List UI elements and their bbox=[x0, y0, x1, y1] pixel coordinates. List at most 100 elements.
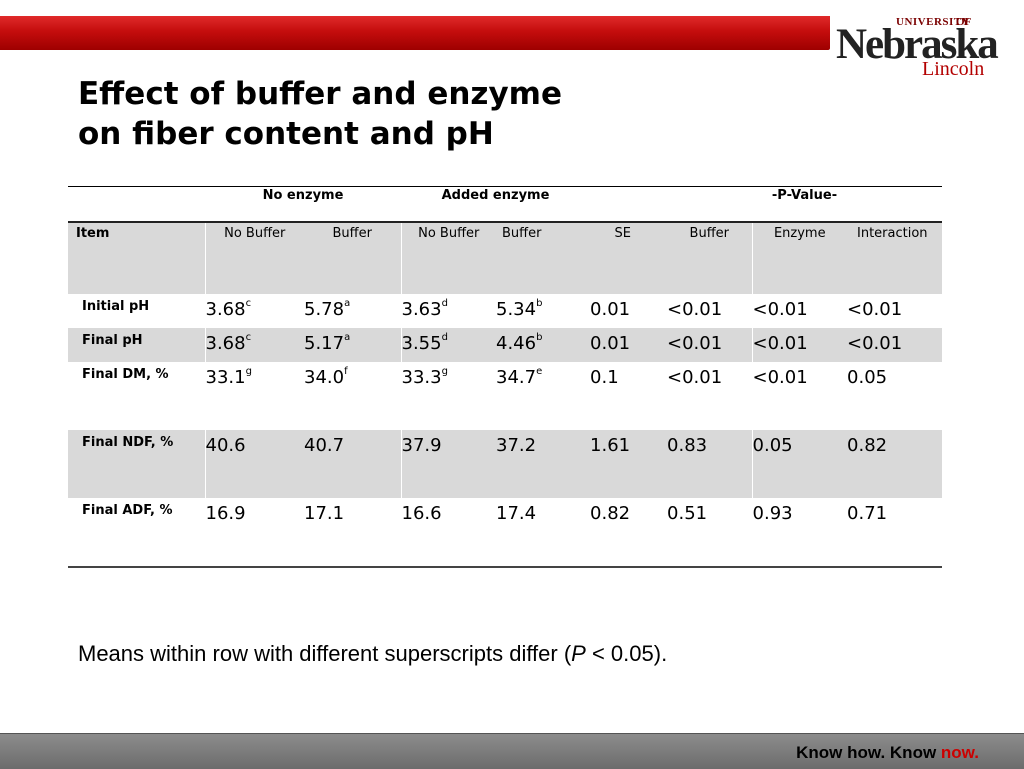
cell-value: 0.01 bbox=[590, 299, 631, 320]
table-cell: 40.6 bbox=[204, 430, 304, 498]
table-cell: 3.55d bbox=[400, 328, 496, 362]
cell-value: <0.01 bbox=[847, 333, 903, 354]
cell-value: 33.1 bbox=[205, 367, 246, 388]
table-cell: 16.6 bbox=[400, 498, 496, 568]
table-cell: <0.01 bbox=[847, 328, 943, 362]
top-red-bar bbox=[0, 16, 830, 50]
cell-value: 0.83 bbox=[667, 435, 708, 456]
table-row: Final DM, % 33.1g 34.0f 33.3g 34.7e 0.1 <0.01 <… bbox=[68, 362, 942, 430]
university-logo: UNIVERSITY OF Nebraska Lincoln bbox=[836, 14, 999, 80]
group-header-added-enzyme: Added enzyme bbox=[401, 186, 591, 223]
cell-value: 16.6 bbox=[401, 503, 442, 524]
cell-value: 3.63 bbox=[401, 299, 442, 320]
cell-superscript: g bbox=[441, 366, 448, 377]
table-cell: 0.1 bbox=[590, 362, 667, 430]
group-header-no-enzyme: No enzyme bbox=[205, 186, 401, 223]
column-header-item: Item bbox=[68, 222, 205, 294]
table-cell: 0.01 bbox=[590, 294, 667, 328]
table-cell: 1.61 bbox=[590, 430, 668, 498]
cell-value: 33.3 bbox=[401, 367, 442, 388]
table-row: Final NDF, % 40.6 40.7 37.9 37.2 1.61 0.83 0.05… bbox=[68, 430, 943, 498]
table-cell: 16.9 bbox=[204, 498, 304, 568]
cell-value: <0.01 bbox=[667, 367, 723, 388]
row-label: Initial pH bbox=[82, 299, 150, 314]
cell-superscript: c bbox=[245, 332, 252, 343]
cell-value: 4.46 bbox=[496, 333, 537, 354]
cell-superscript: a bbox=[344, 298, 351, 309]
cell-value: 0.82 bbox=[590, 503, 631, 524]
cell-superscript: b bbox=[536, 332, 543, 343]
logo-name-text: Nebraska bbox=[836, 21, 999, 68]
cell-value: 40.6 bbox=[205, 435, 246, 456]
table-row: Final ADF, % 16.9 17.1 16.6 17.4 0.82 0.51 0.93… bbox=[68, 498, 943, 568]
row-label: Final NDF, % bbox=[68, 430, 205, 498]
cell-value: 37.2 bbox=[496, 435, 537, 456]
table-cell: 0.01 bbox=[590, 328, 668, 362]
cell-value: 0.1 bbox=[590, 367, 619, 388]
row-label: Final ADF, % bbox=[68, 498, 205, 568]
table-cell: 37.9 bbox=[400, 430, 496, 498]
row-label: Final DM, % bbox=[82, 367, 169, 382]
logo-of-text: OF bbox=[956, 16, 972, 28]
column-header-no-buffer: No Buffer bbox=[204, 222, 304, 294]
table-cell: <0.01 bbox=[667, 294, 752, 328]
cell-superscript: c bbox=[245, 298, 252, 309]
cell-value: 16.9 bbox=[205, 503, 246, 524]
table-cell: 34.0f bbox=[304, 362, 401, 430]
column-header-row: Item No Buffer Buffer No Buffer Buffer S… bbox=[68, 222, 943, 294]
cell-value: 0.51 bbox=[667, 503, 708, 524]
table-cell: 17.1 bbox=[304, 498, 401, 568]
table-cell: 0.71 bbox=[847, 498, 943, 568]
table-cell: 0.82 bbox=[590, 498, 668, 568]
cell-value: <0.01 bbox=[667, 333, 723, 354]
row-label: Final pH bbox=[68, 328, 205, 362]
column-header-p-buffer: Buffer bbox=[667, 222, 753, 294]
cell-value: 3.68 bbox=[205, 333, 246, 354]
footnote-text-after: < 0.05). bbox=[585, 641, 668, 666]
cell-value: <0.01 bbox=[847, 299, 903, 320]
table-cell: 3.63d bbox=[400, 294, 496, 328]
table-cell: 5.78a bbox=[304, 294, 401, 328]
results-table: No enzyme Added enzyme -P-Value- Item No… bbox=[68, 186, 943, 568]
column-header-p-interaction: Interaction bbox=[847, 222, 943, 294]
cell-superscript: d bbox=[441, 298, 448, 309]
cell-superscript: g bbox=[245, 366, 252, 377]
cell-value: 40.7 bbox=[304, 435, 345, 456]
table-cell: 33.3g bbox=[400, 362, 496, 430]
column-header-buffer: Buffer bbox=[304, 222, 401, 294]
cell-superscript: b bbox=[536, 298, 543, 309]
cell-superscript: a bbox=[344, 332, 351, 343]
table-cell: <0.01 bbox=[667, 328, 753, 362]
slide-title-line2: on fiber content and pH bbox=[78, 116, 494, 152]
cell-value: 0.93 bbox=[752, 503, 793, 524]
cell-value: 0.05 bbox=[752, 435, 793, 456]
cell-value: 17.4 bbox=[496, 503, 537, 524]
table-cell: 0.05 bbox=[751, 430, 848, 498]
cell-value: 1.61 bbox=[590, 435, 631, 456]
table-cell: <0.01 bbox=[751, 294, 848, 328]
table-cell: 0.83 bbox=[667, 430, 753, 498]
column-header-p-enzyme: Enzyme bbox=[751, 222, 848, 294]
footnote-text-before: Means within row with different superscr… bbox=[78, 641, 572, 666]
table-cell: 17.4 bbox=[496, 498, 591, 568]
table-cell: 40.7 bbox=[304, 430, 401, 498]
tagline-accent: now. bbox=[940, 743, 979, 762]
cell-value: 0.05 bbox=[847, 367, 888, 388]
table-cell: <0.01 bbox=[847, 294, 942, 328]
slide-title: Effect of buffer and enzyme on fiber con… bbox=[78, 74, 562, 154]
table-cell: 4.46b bbox=[496, 328, 591, 362]
table-row: Initial pH 3.68c 5.78a 3.63d 5.34b 0.01 <0.01 <… bbox=[68, 294, 942, 328]
column-header-se: SE bbox=[590, 222, 668, 294]
cell-superscript: d bbox=[441, 332, 448, 343]
table-cell: 3.68c bbox=[204, 294, 304, 328]
cell-value: <0.01 bbox=[752, 333, 808, 354]
logo-university-text: UNIVERSITY bbox=[896, 16, 971, 28]
table-row: Final pH 3.68c 5.17a 3.55d 4.46b 0.01 <0.01 <0.… bbox=[68, 328, 943, 362]
cell-superscript: e bbox=[536, 366, 543, 377]
cell-value: 5.78 bbox=[304, 299, 345, 320]
table-cell: <0.01 bbox=[667, 362, 752, 430]
column-header-no-buffer: No Buffer bbox=[400, 222, 496, 294]
cell-superscript: f bbox=[344, 366, 348, 377]
table-cell: 0.82 bbox=[847, 430, 943, 498]
cell-value: 0.01 bbox=[590, 333, 631, 354]
